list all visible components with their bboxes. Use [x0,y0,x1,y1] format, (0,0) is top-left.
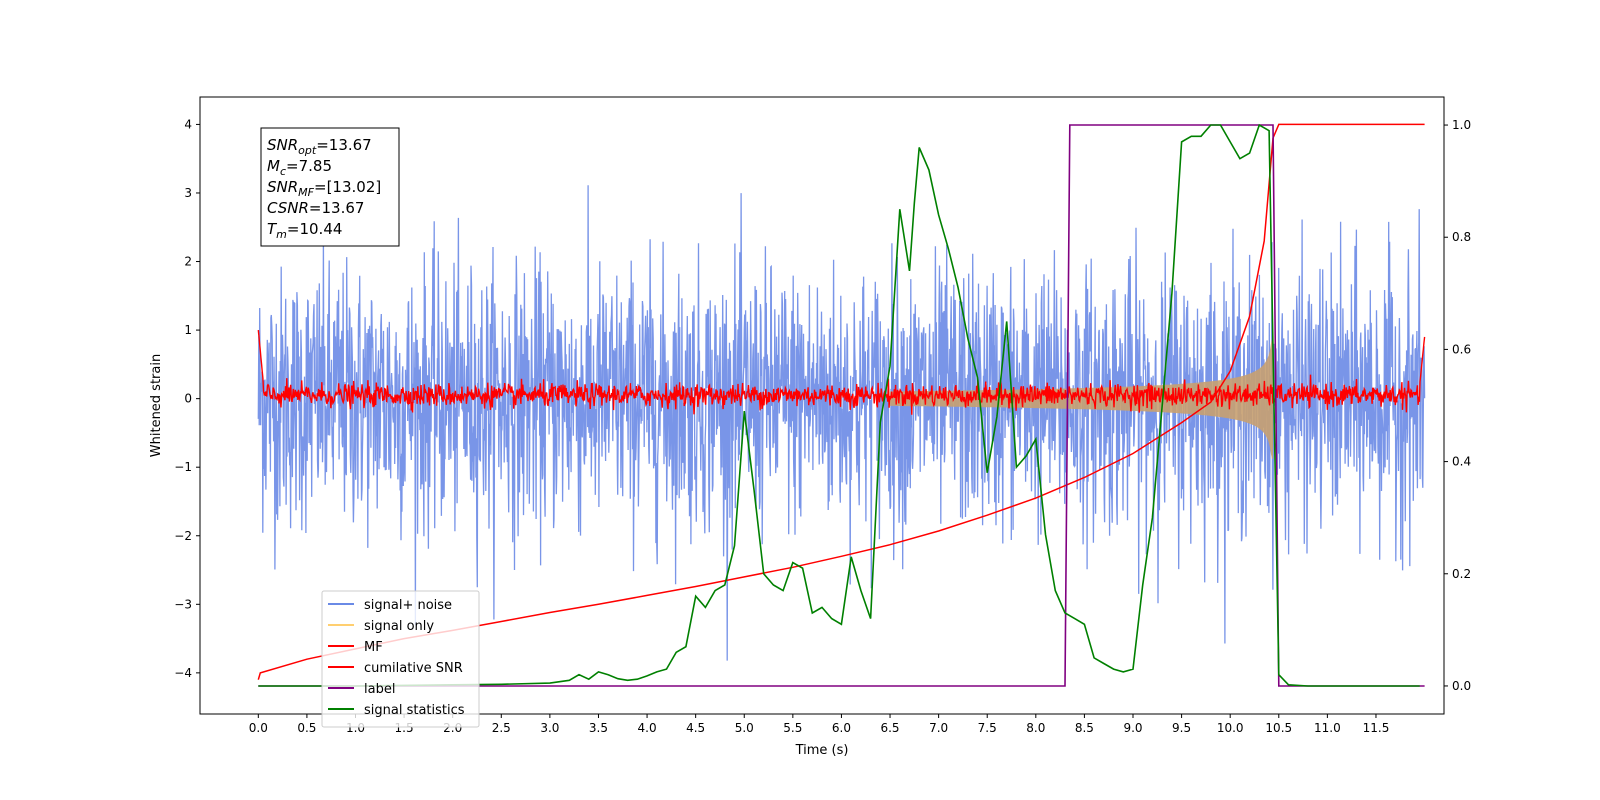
annotation-box: SNRopt=13.67Mc=7.85SNRMF=[13.02]CSNR=13.… [260,127,400,247]
annotation-line: Tm=10.44 [267,220,342,241]
x-tick-label: 3.5 [589,721,608,735]
x-tick-label: 8.5 [1075,721,1094,735]
y-tick-label: 4 [184,117,192,131]
mf-series [257,330,1426,415]
x-tick-label: 0.5 [297,721,316,735]
y-tick-label: −1 [174,460,192,474]
y-axis-label: Whitened strain [149,354,164,457]
x-tick-label: 11.5 [1363,721,1390,735]
x-tick-label: 8.0 [1026,721,1045,735]
y-tick-label: 1 [184,323,192,337]
signal-statistics-series [258,123,1420,687]
x-tick-label: 9.5 [1172,721,1191,735]
y2-tick-label: 1.0 [1452,118,1471,132]
x-tick-label: 11.0 [1314,721,1341,735]
y-tick-label: −2 [174,529,192,543]
legend-entry: signal only [364,619,434,634]
y2-tick-label: 0.4 [1452,455,1471,469]
x-tick-label: 10.5 [1265,721,1292,735]
x-tick-label: 6.0 [832,721,851,735]
legend-entry: signal statistics [364,703,465,718]
x-tick-label: 9.0 [1123,721,1142,735]
x-tick-label: 5.5 [783,721,802,735]
x-tick-label: 6.5 [880,721,899,735]
x-tick-label: 7.5 [978,721,997,735]
plot-frame [199,96,1445,715]
y-tick-label: −4 [174,666,192,680]
annotation-line: Mc=7.85 [267,157,332,178]
y2-tick-label: 0.6 [1452,342,1471,356]
legend-entry: cumilative SNR [364,661,463,676]
annotation-line: SNRopt=13.67 [267,136,372,157]
y-tick-label: 3 [184,186,192,200]
legend-entry: MF [364,640,383,655]
y-tick-label: 2 [184,255,192,269]
y2-tick-label: 0.0 [1452,679,1471,693]
x-tick-label: 7.0 [929,721,948,735]
x-tick-label: 4.5 [686,721,705,735]
y2-tick-label: 0.2 [1452,567,1471,581]
x-tick-label: 3.0 [540,721,559,735]
annotation-line: SNRMF=[13.02] [267,178,381,199]
x-tick-label: 0.0 [249,721,268,735]
legend-frame [321,590,480,728]
annotation-line: CSNR=13.67 [267,199,364,217]
x-tick-label: 2.5 [492,721,511,735]
signal-only-series [890,338,1273,459]
x-tick-label: 5.0 [735,721,754,735]
x-tick-label: 4.0 [638,721,657,735]
annotation-frame [260,127,400,247]
x-axis-label: Time (s) [795,743,849,758]
legend-entry: signal+ noise [364,598,452,613]
y2-tick-label: 0.8 [1452,230,1471,244]
x-tick-label: 10.0 [1217,721,1244,735]
y-tick-label: −3 [174,597,192,611]
legend: signal+ noise signal only MF cumilative SNR… [321,590,480,728]
y-tick-label: 0 [184,392,192,406]
legend-entry: label [364,682,395,697]
